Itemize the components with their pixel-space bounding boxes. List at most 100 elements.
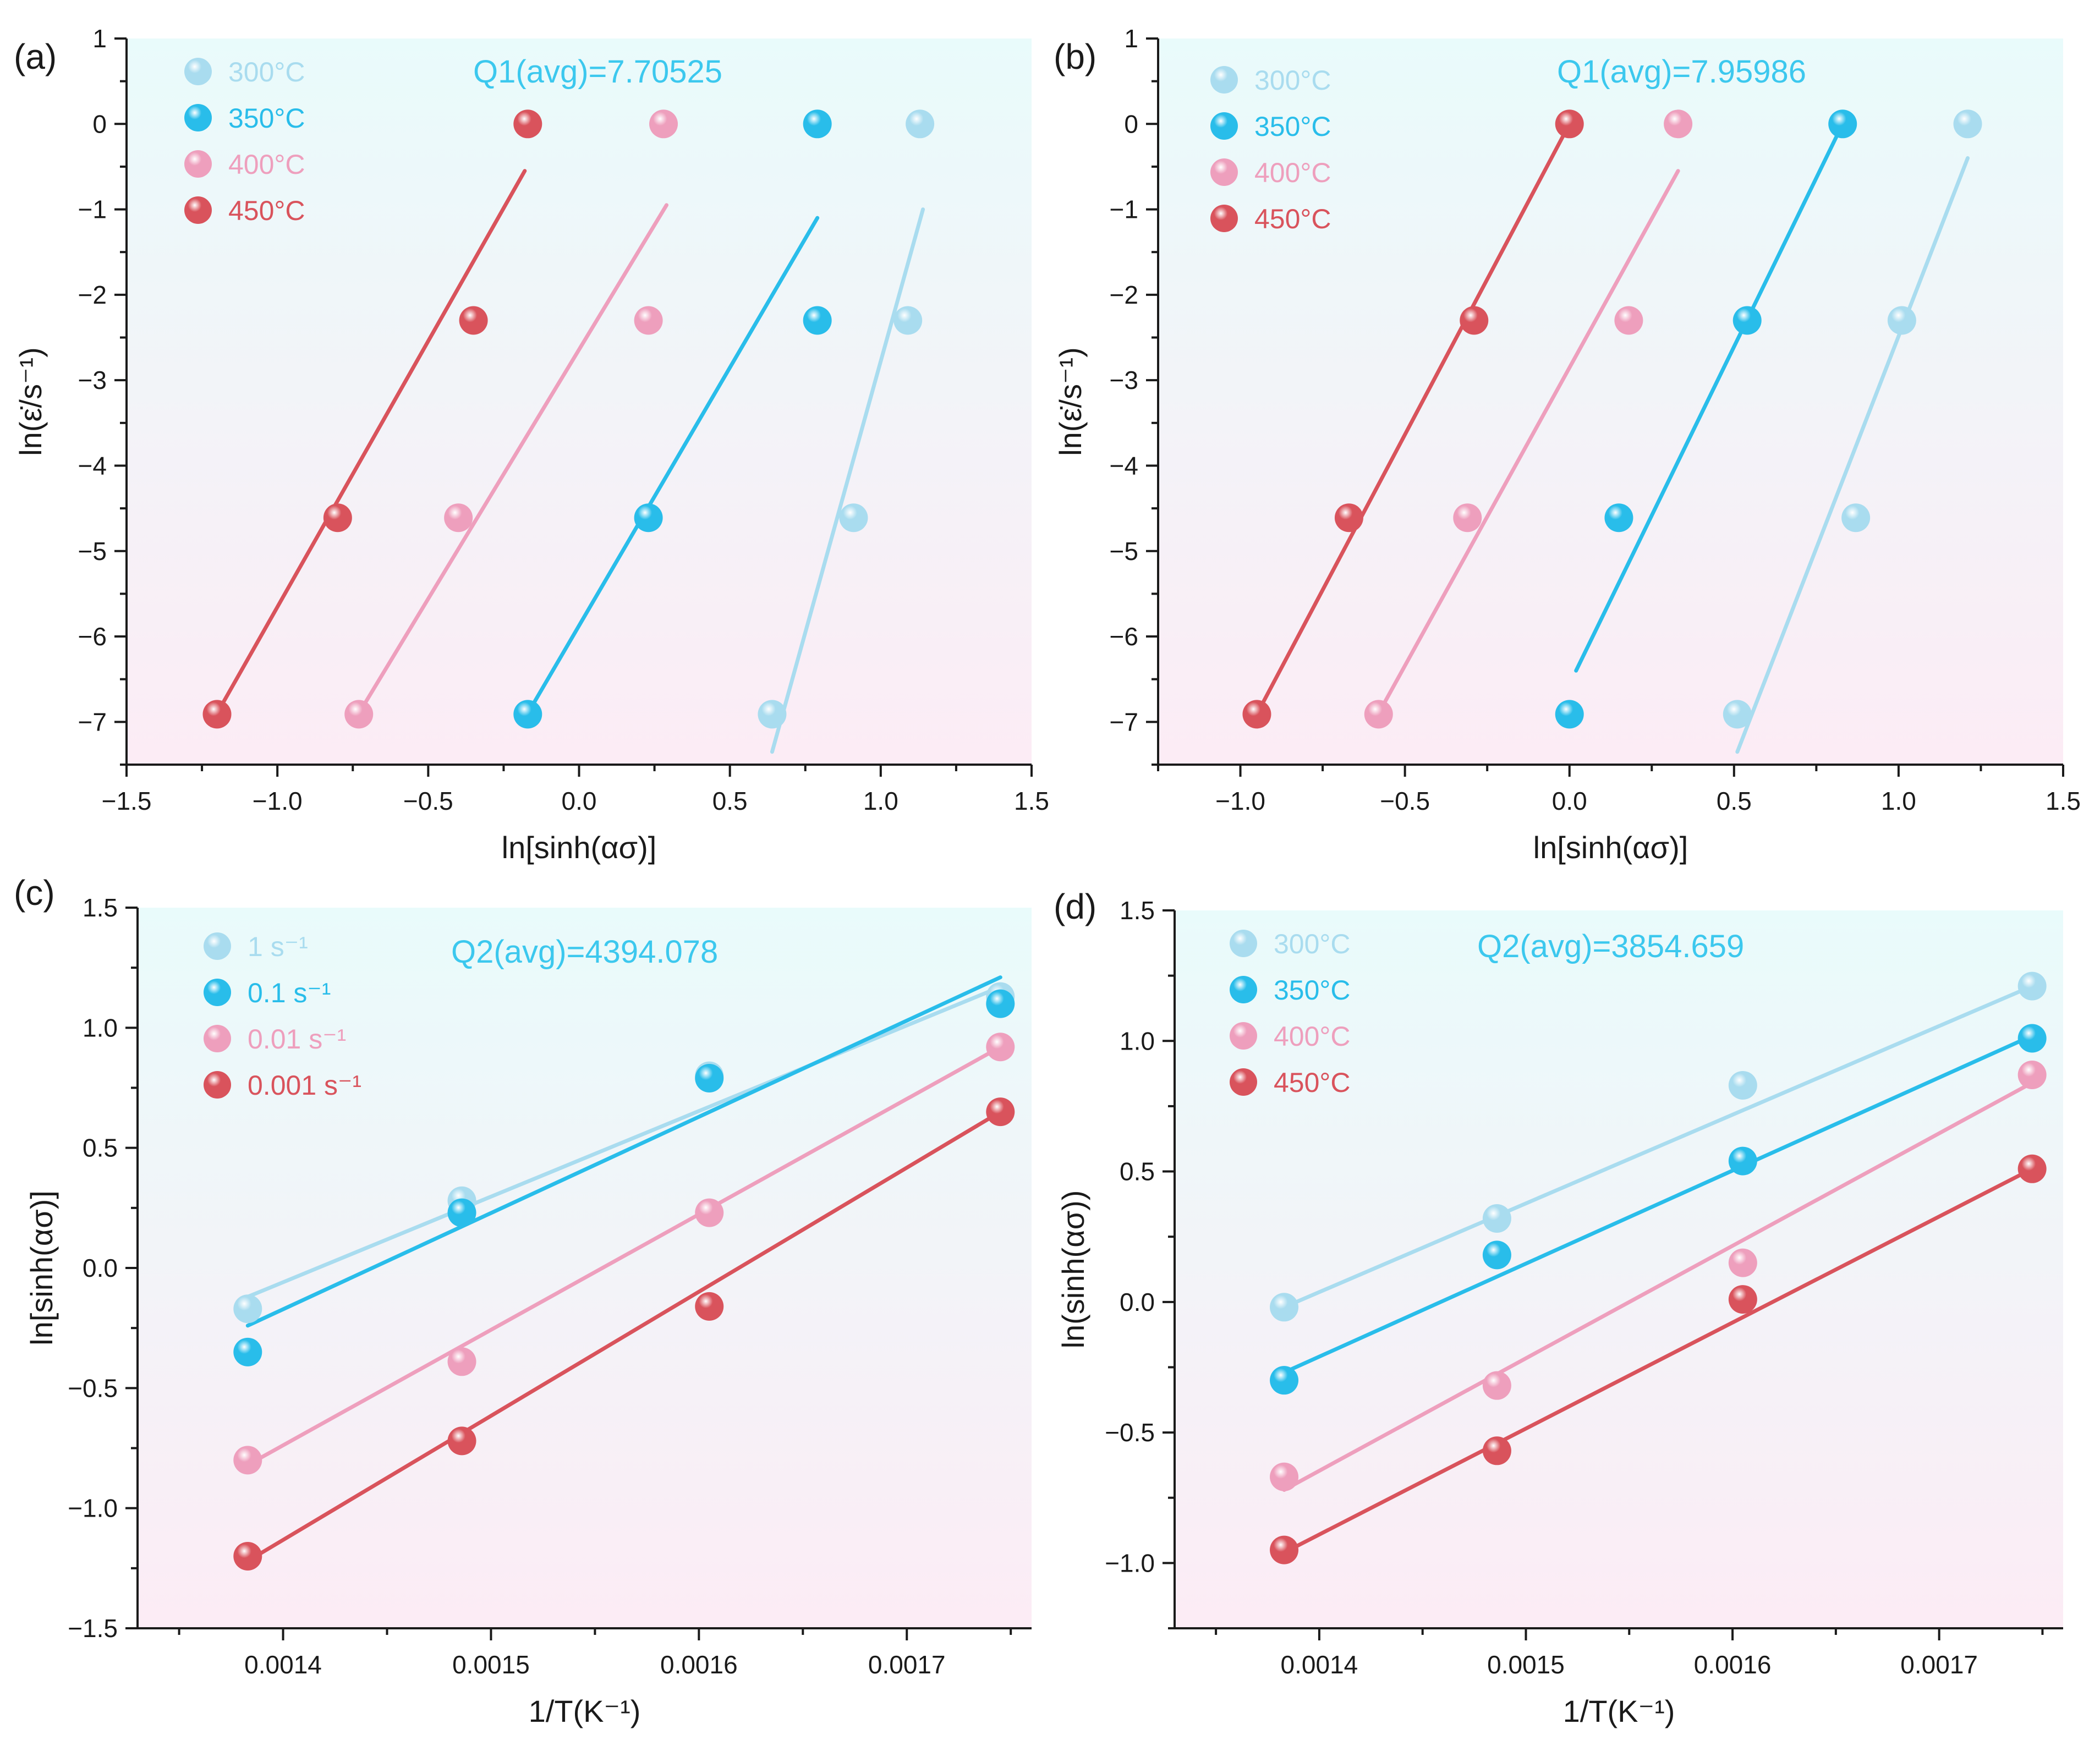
fit-line (525, 216, 820, 716)
y-tick-label: 0.0 (1120, 1288, 1155, 1316)
fit-line (245, 1110, 1002, 1563)
y-tick-label: 0 (92, 109, 107, 138)
x-tick-label: 1.5 (2046, 787, 2081, 815)
x-tick-label: −1.0 (1215, 787, 1265, 815)
legend-marker (1210, 112, 1238, 140)
data-point (513, 700, 542, 729)
data-point (1614, 306, 1643, 335)
y-tick-label: 0 (1124, 109, 1138, 138)
data-point (447, 1198, 476, 1227)
data-point (634, 306, 663, 335)
y-tick-label: 1.0 (1120, 1026, 1155, 1055)
data-point (2017, 1154, 2047, 1183)
y-tick-label: −0.5 (68, 1374, 118, 1402)
data-point (1364, 700, 1393, 729)
fit-line (1735, 156, 1970, 754)
x-tick-label: −0.5 (1380, 787, 1430, 815)
plot-background (127, 39, 1032, 765)
y-tick-label: 0.0 (83, 1254, 118, 1282)
x-tick-label: 1.0 (863, 787, 898, 815)
fit-line (1282, 1080, 2035, 1492)
y-axis-title: ln(sinh(ασ)) (1056, 1190, 1090, 1349)
data-point (1242, 700, 1271, 729)
fit-line (245, 975, 1002, 1328)
x-tick-label: 0.5 (1717, 787, 1752, 815)
data-point (893, 306, 923, 335)
fit-line (1377, 169, 1680, 716)
x-tick-label: 0.0 (562, 787, 597, 815)
data-point (344, 700, 374, 729)
chart-panel-a: (a) −1.5 −1.0 −0.5 0.0 0.5 1.0 1.5 1 0 −1 −2 −3 −4 −5 −… (13, 24, 1049, 865)
data-point (1482, 1240, 1511, 1270)
fit-line (1254, 122, 1572, 716)
legend-marker (184, 58, 212, 85)
legend-label: 350°C (1274, 975, 1351, 1006)
legend-marker (204, 979, 231, 1006)
legend-label: 350°C (1254, 111, 1331, 142)
data-point (695, 1198, 724, 1227)
fit-line (215, 169, 527, 716)
legend-label: 400°C (1274, 1021, 1351, 1052)
legend-marker (1230, 976, 1257, 1003)
data-point (459, 306, 488, 335)
x-tick-label: 0.5 (712, 787, 748, 815)
panel-label: (c) (14, 873, 55, 913)
fit-line (357, 203, 669, 716)
data-point (758, 700, 787, 729)
fit-line (245, 985, 1002, 1299)
legend-label: 0.001 s⁻¹ (248, 1070, 361, 1101)
chart-panel-d: (d) 0.0014 0.0015 0.0016 0.0017 1.5 1.0 0.5 0.0 −… (1054, 887, 2063, 1728)
y-tick-label: 1 (1124, 24, 1138, 53)
y-tick-label: −6 (78, 622, 107, 651)
y-tick-label: 1 (92, 24, 107, 53)
fit-line (1282, 1034, 2035, 1375)
legend-marker (204, 932, 231, 960)
data-point (233, 1446, 262, 1475)
plot-background (1158, 39, 2063, 765)
plot-background (1175, 910, 2063, 1628)
x-tick-label: 0.0014 (1281, 1650, 1358, 1679)
annotation-text: Q1(avg)=7.70525 (473, 54, 722, 90)
x-tick-label: 1.0 (1881, 787, 1916, 815)
fit-line (770, 207, 925, 754)
legend-label: 450°C (228, 195, 305, 226)
legend-label: 0.01 s⁻¹ (248, 1024, 346, 1055)
data-point (1953, 109, 1982, 139)
data-point (233, 1542, 262, 1571)
y-tick-label: −7 (1110, 707, 1138, 736)
x-tick-label: 0.0016 (1694, 1650, 1772, 1679)
data-point (986, 1097, 1015, 1127)
chart-panel-c: (c) 0.0014 0.0015 0.0016 0.0017 1.5 1.0 0.5 0.0 −… (14, 873, 1032, 1728)
data-point (906, 109, 935, 139)
y-axis-title: ln(ε̇/s⁻¹) (13, 347, 48, 456)
data-point (839, 503, 868, 532)
legend-label: 300°C (228, 57, 305, 87)
data-point (1555, 700, 1584, 729)
data-point (2017, 1060, 2047, 1089)
y-tick-label: −1.0 (68, 1494, 118, 1523)
data-point (1887, 306, 1916, 335)
legend-label: 450°C (1254, 204, 1331, 234)
data-point (1482, 1436, 1511, 1465)
x-tick-label: 0.0017 (868, 1650, 946, 1679)
data-point (1728, 1248, 1757, 1277)
data-point (1604, 503, 1633, 532)
legend-marker (184, 196, 212, 224)
data-point (2017, 1024, 2047, 1053)
x-axis-title: ln[sinh(ασ)] (1533, 830, 1688, 865)
y-tick-label: −6 (1110, 622, 1138, 651)
data-point (1482, 1371, 1511, 1400)
y-tick-label: −3 (1110, 366, 1138, 394)
y-tick-label: −0.5 (1105, 1418, 1155, 1447)
chart-panel-b: (b) −1.0 −0.5 0.0 0.5 1.0 1.5 1 0 −1 −2 −3 −4 −5 −6 −7 l… (1053, 24, 2081, 865)
data-point (803, 306, 832, 335)
data-point (1841, 503, 1871, 532)
x-tick-label: 0.0 (1552, 787, 1587, 815)
legend-label: 1 s⁻¹ (248, 931, 308, 962)
x-tick-label: 1.5 (1014, 787, 1049, 815)
x-tick-label: 0.0015 (1487, 1650, 1565, 1679)
y-tick-label: 1.5 (83, 893, 118, 922)
legend-marker (1210, 158, 1238, 186)
y-tick-label: −4 (1110, 451, 1138, 480)
y-tick-label: 1.0 (83, 1013, 118, 1042)
